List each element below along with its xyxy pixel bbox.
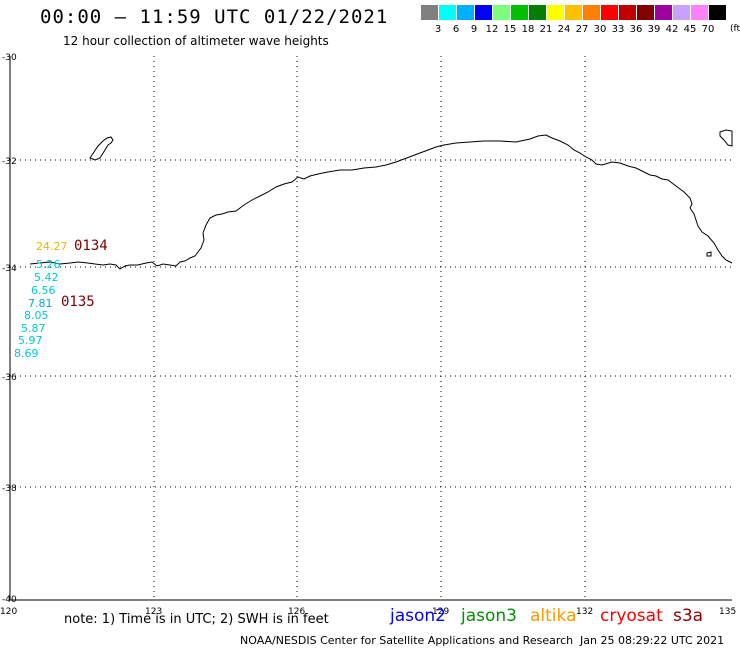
scale-label: 70 — [701, 24, 715, 35]
pass-label: 0134 — [74, 238, 108, 254]
lat-label: -32 — [2, 157, 17, 167]
credit-line: NOAA/NESDIS Center for Satellite Applica… — [240, 634, 574, 647]
scale-swatch — [601, 5, 618, 20]
wave-height-value: 7.81 — [28, 297, 53, 310]
scale-swatch — [457, 5, 474, 20]
scale-label: 30 — [593, 24, 607, 35]
legend-jason2: jason2 — [390, 606, 446, 626]
lat-label: -34 — [2, 264, 17, 274]
scale-swatch — [439, 5, 456, 20]
legend-altika: altika — [530, 606, 577, 626]
scale-swatch — [421, 5, 438, 20]
map-frame — [9, 56, 732, 601]
wave-height-value: 5.42 — [34, 271, 59, 284]
lon-label: 120 — [0, 607, 17, 617]
lon-label: 123 — [145, 607, 162, 617]
lat-label: -30 — [2, 53, 17, 63]
scale-swatch — [637, 5, 654, 20]
scale-label: 21 — [539, 24, 553, 35]
legend-jason3: jason3 — [461, 606, 517, 626]
wave-height-value: 8.05 — [24, 309, 49, 322]
scale-swatch — [673, 5, 690, 20]
lon-label: 126 — [288, 607, 305, 617]
scale-swatch — [547, 5, 564, 20]
scale-swatch — [691, 5, 708, 20]
lat-label: -40 — [2, 595, 17, 605]
lat-axis-labels: -30 -32 -34 -36 -38 -40 — [2, 53, 17, 605]
scale-swatch — [619, 5, 636, 20]
lat-label: -38 — [2, 484, 17, 494]
lon-axis-labels: 120 123 126 129 132 135 — [0, 607, 736, 617]
scale-label: 18 — [521, 24, 535, 35]
australia-south-coast — [29, 134, 733, 270]
scale-label: 27 — [575, 24, 589, 35]
island-north — [89, 136, 114, 161]
wave-height-value: 6.56 — [31, 284, 56, 297]
scale-swatch — [709, 5, 726, 20]
wave-height-value: 24.27 — [36, 240, 68, 253]
scale-label: 3 — [434, 24, 442, 35]
graticule — [10, 56, 732, 600]
scale-swatch — [565, 5, 582, 20]
scale-label: 15 — [503, 24, 517, 35]
scale-label: 33 — [611, 24, 625, 35]
coastline — [29, 129, 733, 270]
scale-label: 45 — [683, 24, 697, 35]
scale-swatch — [655, 5, 672, 20]
map-title: 00:00 – 11:59 UTC 01/22/2021 — [40, 6, 389, 28]
scale-label: 36 — [629, 24, 643, 35]
scale-label: 24 — [557, 24, 571, 35]
lat-label: -36 — [2, 373, 17, 383]
scale-units: (ft) — [730, 24, 740, 34]
wave-height-value: 5.87 — [21, 322, 46, 335]
legend-s3a: s3a — [673, 606, 704, 626]
map-subtitle: 12 hour collection of altimeter wave hei… — [63, 34, 329, 48]
island-east-small — [706, 251, 712, 257]
island-east-tip — [719, 129, 733, 147]
lon-label: 132 — [576, 607, 593, 617]
scale-swatch — [529, 5, 546, 20]
scale-swatch — [493, 5, 510, 20]
scale-label: 39 — [647, 24, 661, 35]
scale-swatch — [475, 5, 492, 20]
scale-swatch — [511, 5, 528, 20]
scale-label: 12 — [485, 24, 499, 35]
pass-label: 0135 — [61, 294, 95, 310]
wave-height-value: 5.26 — [36, 258, 61, 271]
scale-label: 6 — [452, 24, 460, 35]
lon-label: 135 — [719, 607, 736, 617]
footnote: note: 1) Time is in UTC; 2) SWH is in fe… — [64, 612, 329, 627]
lon-label: 129 — [432, 607, 449, 617]
scale-swatch — [583, 5, 600, 20]
scale-label: 9 — [470, 24, 478, 35]
scale-label: 42 — [665, 24, 679, 35]
legend-cryosat: cryosat — [600, 606, 663, 626]
wave-height-value: 5.97 — [18, 334, 43, 347]
generation-timestamp: Jan 25 08:29:22 UTC 2021 — [580, 634, 725, 647]
wave-height-value: 8.69 — [14, 347, 39, 360]
